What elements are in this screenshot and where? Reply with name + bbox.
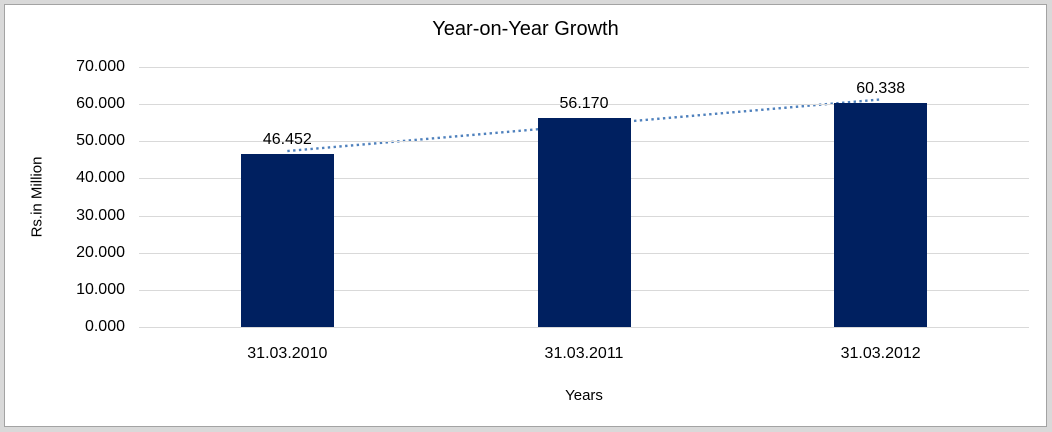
bar-value-label: 46.452 xyxy=(262,131,312,149)
x-axis-title: Years xyxy=(565,387,603,404)
bar-value-label: 60.338 xyxy=(856,79,906,97)
x-tick-label: 31.03.2011 xyxy=(544,345,624,362)
bar xyxy=(834,102,928,327)
y-tick-label: 0.000 xyxy=(84,318,125,335)
gridline xyxy=(139,104,1029,106)
bar xyxy=(537,118,631,327)
y-tick-label: 20.000 xyxy=(76,243,125,261)
bar xyxy=(240,154,334,327)
y-tick-label: 50.000 xyxy=(76,132,125,150)
y-tick-label: 30.000 xyxy=(76,206,125,224)
x-tick-label: 31.03.2010 xyxy=(247,345,328,362)
plot-area: 46.452 31.03.2010 56.170 31.03.2011 60.338 31… xyxy=(139,67,1029,362)
chart-title: Year-on-Year Growth xyxy=(432,18,619,40)
chart-panel: Year-on-Year Growth Rs.in Million 46.452… xyxy=(4,4,1047,427)
x-tick-label: 31.03.2012 xyxy=(840,345,921,362)
y-tick-label: 10.000 xyxy=(76,280,125,298)
y-tick-label: 60.000 xyxy=(76,95,125,113)
gridline xyxy=(139,67,1029,68)
y-tick-label: 40.000 xyxy=(76,169,125,187)
y-tick-label: 70.000 xyxy=(76,58,125,75)
bar-value-label: 56.170 xyxy=(559,95,609,113)
gridline xyxy=(139,327,1029,328)
